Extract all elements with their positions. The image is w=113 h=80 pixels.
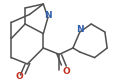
Text: N: N [44,11,51,20]
Text: O: O [15,72,23,80]
Text: O: O [62,67,69,76]
Text: N: N [75,25,83,34]
